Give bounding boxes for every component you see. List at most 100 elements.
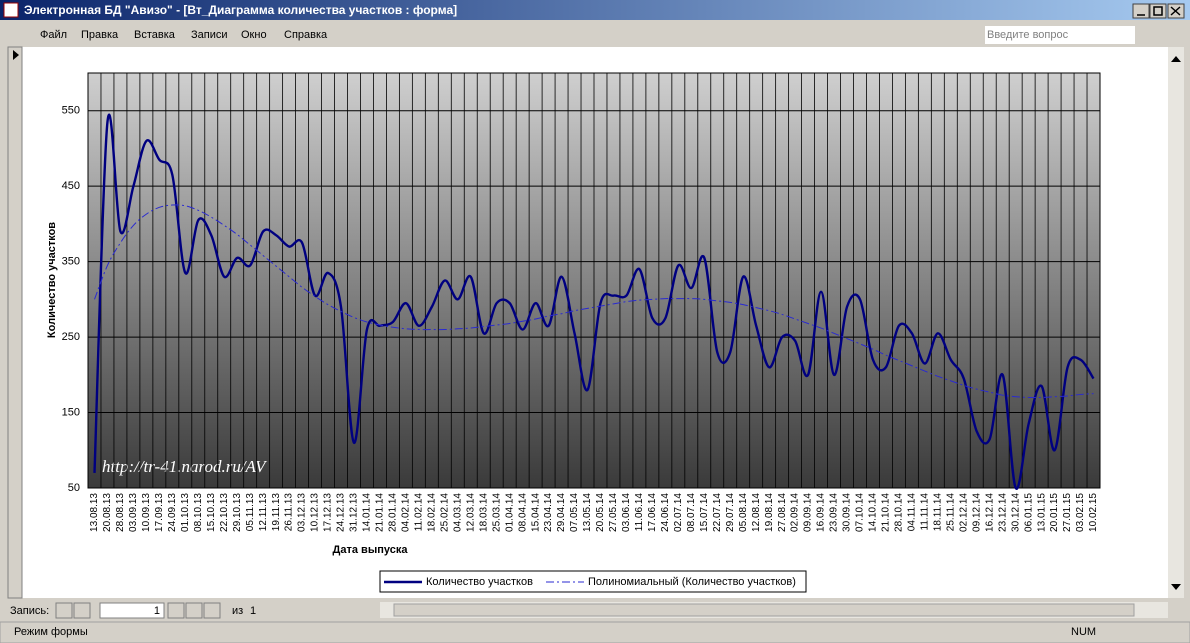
x-tick-label: 19.11.13 <box>271 493 282 532</box>
x-axis-title: Дата выпуска <box>333 544 409 556</box>
app-icon <box>3 2 19 18</box>
x-tick-label: 11.11.14 <box>919 493 930 531</box>
x-tick-label: 08.10.13 <box>193 493 204 532</box>
x-tick-label: 06.01.15 <box>1023 493 1034 532</box>
x-tick-label: 27.01.15 <box>1062 493 1073 532</box>
x-tick-label: 15.10.13 <box>206 493 217 532</box>
v-scrollbar[interactable] <box>1168 47 1184 598</box>
x-tick-label: 09.12.14 <box>971 493 982 532</box>
menu-item[interactable]: Справка <box>284 29 328 41</box>
x-tick-label: 10.02.15 <box>1088 493 1099 532</box>
x-tick-label: 04.11.14 <box>907 493 918 532</box>
y-axis-title: Количество участков <box>46 222 58 338</box>
question[interactable]: Введите вопрос <box>987 29 1069 41</box>
x-tick-label: 24.06.14 <box>660 493 671 532</box>
nav-label: Запись: <box>10 605 49 617</box>
x-tick-label: 22.10.13 <box>219 493 230 532</box>
x-tick-label: 31.12.13 <box>349 493 360 532</box>
legend-box <box>379 570 807 593</box>
y-tick-label: 550 <box>62 105 80 117</box>
x-tick-label: 05.11.13 <box>245 493 256 532</box>
minimize[interactable] <box>1132 3 1150 19</box>
x-tick-label: 14.10.14 <box>868 493 879 532</box>
x-tick-label: 23.04.14 <box>543 493 554 532</box>
menu-item[interactable]: Записи <box>191 29 228 41</box>
window-buttons[interactable] <box>1132 3 1185 19</box>
record-selector[interactable] <box>7 46 23 599</box>
x-tick-label: 25.11.14 <box>945 493 956 532</box>
x-tick-label: 02.09.14 <box>790 493 801 532</box>
x-tick-label: 04.03.14 <box>452 493 463 532</box>
x-tick-label: 25.03.14 <box>491 493 502 532</box>
x-tick-label: 18.11.14 <box>932 493 943 532</box>
menu-item[interactable]: Окно <box>241 29 267 41</box>
x-tick-label: 17.06.14 <box>647 493 658 532</box>
x-tick-label: 13.05.14 <box>582 493 593 532</box>
x-tick-label: 17.09.13 <box>154 493 165 532</box>
x-tick-label: 03.06.14 <box>621 493 632 532</box>
x-tick-label: 05.08.14 <box>738 493 749 532</box>
x-tick-label: 15.07.14 <box>699 493 710 532</box>
x-tick-label: 29.10.13 <box>232 493 243 532</box>
x-tick-label: 22.07.14 <box>712 493 723 532</box>
first-record[interactable] <box>55 602 73 619</box>
maximize[interactable] <box>1149 3 1167 19</box>
y-tick-label: 150 <box>62 406 80 418</box>
x-tick-label: 28.08.13 <box>115 493 126 532</box>
x-tick-label: 08.07.14 <box>686 493 697 532</box>
x-tick-label: 28.01.14 <box>388 493 399 532</box>
x-tick-label: 02.07.14 <box>673 493 684 532</box>
x-tick-label: 20.08.13 <box>102 493 113 532</box>
plot-border <box>87 72 1101 489</box>
last-record[interactable] <box>185 602 203 619</box>
y-tick-label: 50 <box>68 482 80 494</box>
x-tick-label: 27.08.14 <box>777 493 788 532</box>
nav-of: из <box>232 605 243 617</box>
x-tick-label: 13.01.15 <box>1036 493 1047 532</box>
series-line <box>93 113 1095 490</box>
series-line <box>94 204 1094 399</box>
x-tick-label: 02.12.14 <box>958 493 969 532</box>
x-tick-label: 20.01.15 <box>1049 493 1060 532</box>
x-tick-label: 03.09.13 <box>128 493 139 532</box>
menu-item[interactable]: Правка <box>81 29 119 41</box>
x-tick-label: 17.12.13 <box>323 493 334 532</box>
next-record[interactable] <box>167 602 185 619</box>
nav-current[interactable]: 1 <box>154 605 160 617</box>
x-tick-label: 20.05.14 <box>595 493 606 532</box>
x-tick-label: 21.01.14 <box>375 493 386 532</box>
x-tick-label: 12.03.14 <box>465 493 476 532</box>
status-mode: Режим формы <box>14 626 88 638</box>
legend-label: Полиномиальный (Количество участков) <box>588 576 796 588</box>
x-tick-label: 04.02.14 <box>401 493 412 532</box>
x-tick-label: 11.06.14 <box>634 493 645 532</box>
x-tick-label: 16.09.14 <box>816 493 827 532</box>
x-tick-label: 10.12.13 <box>310 493 321 532</box>
question-box[interactable] <box>985 26 1135 44</box>
x-tick-label: 30.09.14 <box>842 493 853 532</box>
x-tick-label: 29.04.14 <box>556 493 567 532</box>
x-tick-label: 21.10.14 <box>881 493 892 532</box>
y-tick-label: 350 <box>62 256 80 268</box>
x-tick-label: 14.01.14 <box>362 493 373 532</box>
menu-item[interactable]: Файл <box>40 29 67 41</box>
menu-item[interactable]: Вставка <box>134 29 176 41</box>
x-tick-label: 18.03.14 <box>478 493 489 532</box>
x-tick-label: 12.08.14 <box>751 493 762 532</box>
prev-record[interactable] <box>73 602 91 619</box>
x-tick-label: 03.12.13 <box>297 493 308 532</box>
h-scroll-thumb[interactable] <box>393 603 1135 617</box>
record-input[interactable] <box>99 602 165 619</box>
nav-total: 1 <box>250 605 256 617</box>
x-tick-label: 07.05.14 <box>569 493 580 532</box>
watermark: http://tr-41.narod.ru/AV <box>102 457 268 476</box>
x-tick-label: 18.02.14 <box>426 493 437 532</box>
x-tick-label: 24.09.13 <box>167 493 178 532</box>
x-tick-label: 11.02.14 <box>413 493 424 532</box>
new-record[interactable] <box>203 602 221 619</box>
x-tick-label: 30.12.14 <box>1010 493 1021 532</box>
status-num: NUM <box>1071 626 1096 638</box>
nav-buttons[interactable] <box>55 602 221 619</box>
